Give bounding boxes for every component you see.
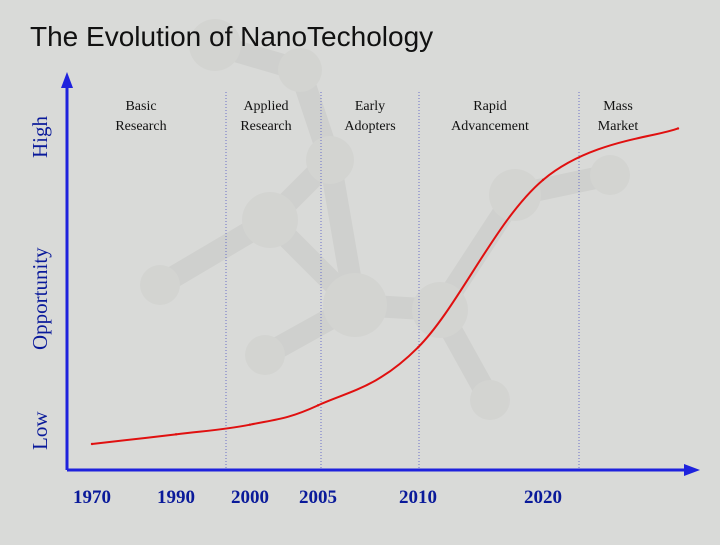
phase-labels: Basic Research Applied Research Early Adopter… <box>115 99 638 134</box>
molecule-background-image <box>140 19 630 420</box>
series-point-2020 <box>541 178 545 182</box>
chart-title: The Evolution of NanoTechology <box>30 21 433 52</box>
y-label-low: Low <box>28 411 52 450</box>
phase-label-3-line-2: Adopters <box>344 119 395 134</box>
series-line-1 <box>91 127 679 445</box>
phase-label-5-line-2: Market <box>598 119 639 134</box>
series-point-2010 <box>416 346 420 349</box>
x-axis-arrow <box>684 464 700 476</box>
y-axis-arrow <box>61 72 73 88</box>
phase-label-4-line-2: Advancement <box>451 119 529 134</box>
phase-dividers <box>225 92 580 470</box>
x-tick-label-2000: 2000 <box>231 487 269 508</box>
x-tick-label-2005: 2005 <box>299 487 337 508</box>
phase-label-2-line-2: Research <box>240 119 291 134</box>
series-point-1990 <box>174 433 178 436</box>
x-tick-label-1990: 1990 <box>157 487 195 508</box>
series-point-1970 <box>90 442 94 446</box>
phase-label-4-line-1: Rapid <box>473 99 506 114</box>
phase-label-3-line-1: Early <box>355 99 385 114</box>
phase-label-2-line-1: Applied <box>243 99 288 114</box>
x-tick-label-2020: 2020 <box>524 487 562 508</box>
series-point-2000 <box>248 423 252 426</box>
x-tick-label-2010: 2010 <box>399 487 437 508</box>
series-point-2030 <box>676 127 680 130</box>
phase-label-1-line-2: Research <box>115 119 166 134</box>
axes <box>61 72 700 476</box>
phase-label-1-line-1: Basic <box>125 99 156 114</box>
phase-label-5-line-1: Mass <box>603 99 633 114</box>
y-label-high: High <box>28 116 52 159</box>
y-label-opportunity: Opportunity <box>28 247 52 350</box>
x-tick-labels: 1970 1990 2000 2005 2010 2020 <box>73 487 562 508</box>
series-point-2005 <box>316 404 320 407</box>
series-group <box>90 127 680 446</box>
x-tick-label-1970: 1970 <box>73 487 111 508</box>
